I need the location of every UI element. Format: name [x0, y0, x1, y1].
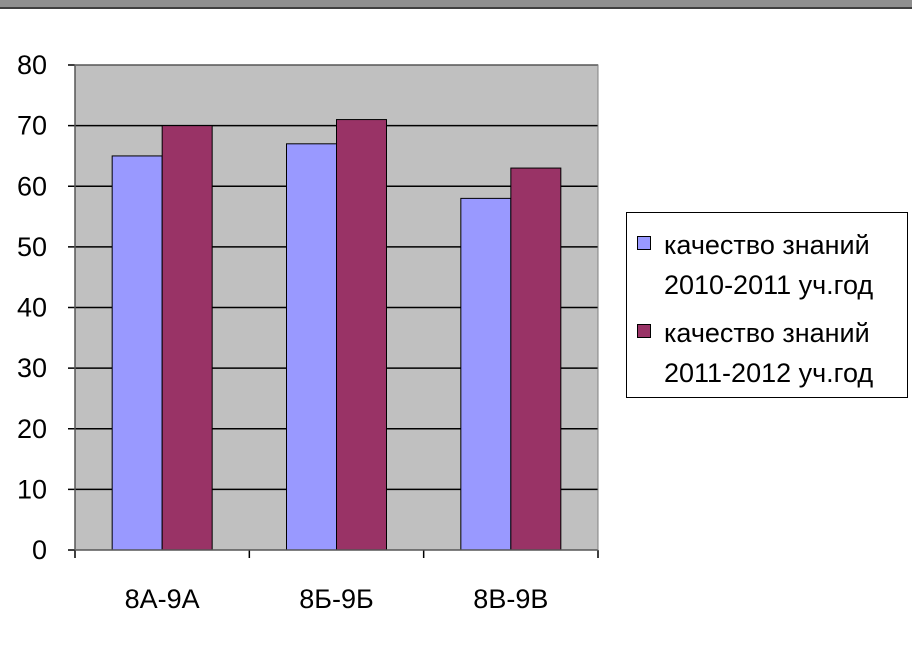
y-tick-label-6: 60 — [17, 171, 47, 201]
y-tick-label-0: 0 — [32, 535, 47, 565]
bar-series2-1 — [161, 125, 213, 551]
legend-swatch-2011-2012 — [637, 324, 651, 338]
bar-series2-3 — [510, 167, 562, 551]
bar-series1-1 — [111, 155, 163, 551]
y-tick-label-5: 50 — [17, 232, 47, 262]
x-tick-label-3: 8В-9В — [473, 584, 548, 614]
y-tick-label-7: 70 — [17, 111, 47, 141]
legend-swatch-2010-2011 — [637, 236, 651, 250]
y-tick-label-2: 20 — [17, 414, 47, 444]
legend-label-2010-2011: качество знаний 2010-2011 уч.год — [664, 230, 874, 300]
bar-series2-2 — [336, 119, 387, 551]
y-tick-label-1: 10 — [17, 474, 47, 504]
plot-border — [74, 64, 599, 551]
legend: качество знаний 2010-2011 уч.год качеств… — [626, 212, 908, 398]
y-tick-label-4: 40 — [17, 293, 47, 323]
x-tick-label-1: 8А-9А — [125, 584, 200, 614]
x-tick-label-2: 8Б-9Б — [299, 584, 373, 614]
window-top-border — [0, 0, 912, 9]
y-tick-label-3: 30 — [17, 353, 47, 383]
bar-series1-2 — [286, 143, 337, 551]
y-tick-label-8: 80 — [17, 50, 47, 80]
bar-series1-3 — [460, 197, 512, 551]
legend-label-2011-2012: качество знаний 2011-2012 уч.год — [664, 318, 874, 388]
